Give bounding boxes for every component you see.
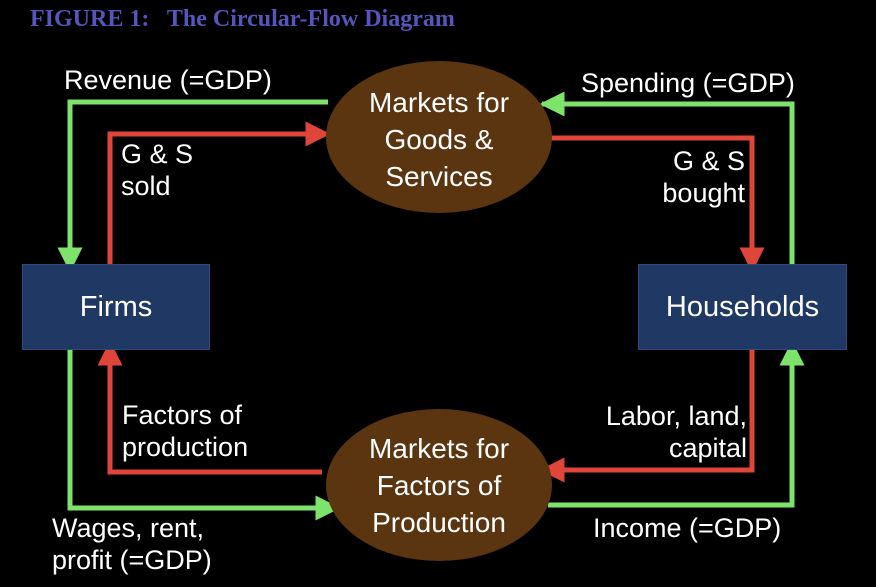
factors-arrow bbox=[97, 340, 322, 475]
spending-label: Spending (=GDP) bbox=[581, 68, 795, 98]
gs-bought-label: G & S bought bbox=[662, 146, 745, 208]
goods-market-ellipse bbox=[326, 61, 552, 213]
goods-market-label: Markets for Goods & Services bbox=[368, 87, 510, 192]
gs-sold-label: G & S sold bbox=[121, 139, 194, 201]
factors-label: Factors of production bbox=[122, 400, 249, 462]
factor-market-ellipse bbox=[326, 409, 552, 561]
households-box: Households bbox=[638, 264, 847, 350]
spending-arrow bbox=[539, 91, 795, 265]
labor-land-capital-label: Labor, land, capital bbox=[605, 401, 747, 463]
income-arrow bbox=[548, 340, 805, 508]
revenue-label: Revenue (=GDP) bbox=[64, 65, 272, 95]
wages-arrow bbox=[67, 350, 341, 521]
firms-label: Firms bbox=[79, 290, 153, 323]
households-label: Households bbox=[665, 290, 820, 323]
gs-sold-arrow bbox=[107, 121, 331, 265]
factor-market-label: Markets for Factors of Production bbox=[368, 433, 510, 538]
figure-title: FIGURE 1: The Circular-Flow Diagram bbox=[30, 6, 455, 32]
firms-box: Firms bbox=[22, 264, 210, 350]
labor-arrow bbox=[539, 350, 755, 483]
gs-bought-arrow bbox=[550, 135, 765, 273]
wages-rent-profit-label: Wages, rent, profit (=GDP) bbox=[52, 513, 212, 575]
income-label: Income (=GDP) bbox=[593, 513, 782, 543]
revenue-arrow bbox=[57, 99, 328, 273]
